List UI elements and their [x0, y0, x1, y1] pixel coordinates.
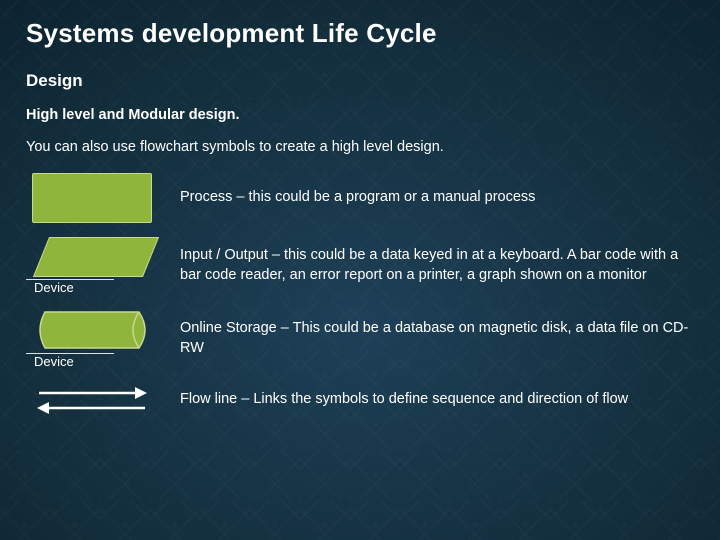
- section-heading: Design: [26, 71, 694, 91]
- storage-caption: Device: [26, 353, 114, 369]
- flow-label: Flow line – Links the symbols to define …: [180, 390, 694, 410]
- row-flow: Flow line – Links the symbols to define …: [26, 383, 694, 417]
- process-symbol: [32, 173, 152, 223]
- row-storage: Device Online Storage – This could be a …: [26, 309, 694, 369]
- subsection-heading: High level and Modular design.: [26, 107, 694, 123]
- storage-label: Online Storage – This could be a databas…: [180, 319, 694, 358]
- row-process: Process – this could be a program or a m…: [26, 173, 694, 223]
- flow-symbol: [33, 383, 151, 417]
- symbol-rows: Process – this could be a program or a m…: [26, 173, 694, 417]
- storage-shape-col: Device: [26, 309, 158, 369]
- io-shape-col: Device: [26, 237, 158, 295]
- page-title: Systems development Life Cycle: [26, 18, 694, 49]
- slide-content: Systems development Life Cycle Design Hi…: [0, 0, 720, 417]
- io-caption: Device: [26, 279, 114, 295]
- slide: Systems development Life Cycle Design Hi…: [0, 0, 720, 540]
- process-shape-col: [26, 173, 158, 223]
- flow-shape-col: [26, 383, 158, 417]
- process-label: Process – this could be a program or a m…: [180, 188, 694, 208]
- io-label: Input / Output – this could be a data ke…: [180, 246, 694, 285]
- row-io: Device Input / Output – this could be a …: [26, 237, 694, 295]
- intro-text: You can also use flowchart symbols to cr…: [26, 139, 694, 155]
- storage-symbol: [33, 309, 151, 351]
- io-symbol: [33, 237, 159, 277]
